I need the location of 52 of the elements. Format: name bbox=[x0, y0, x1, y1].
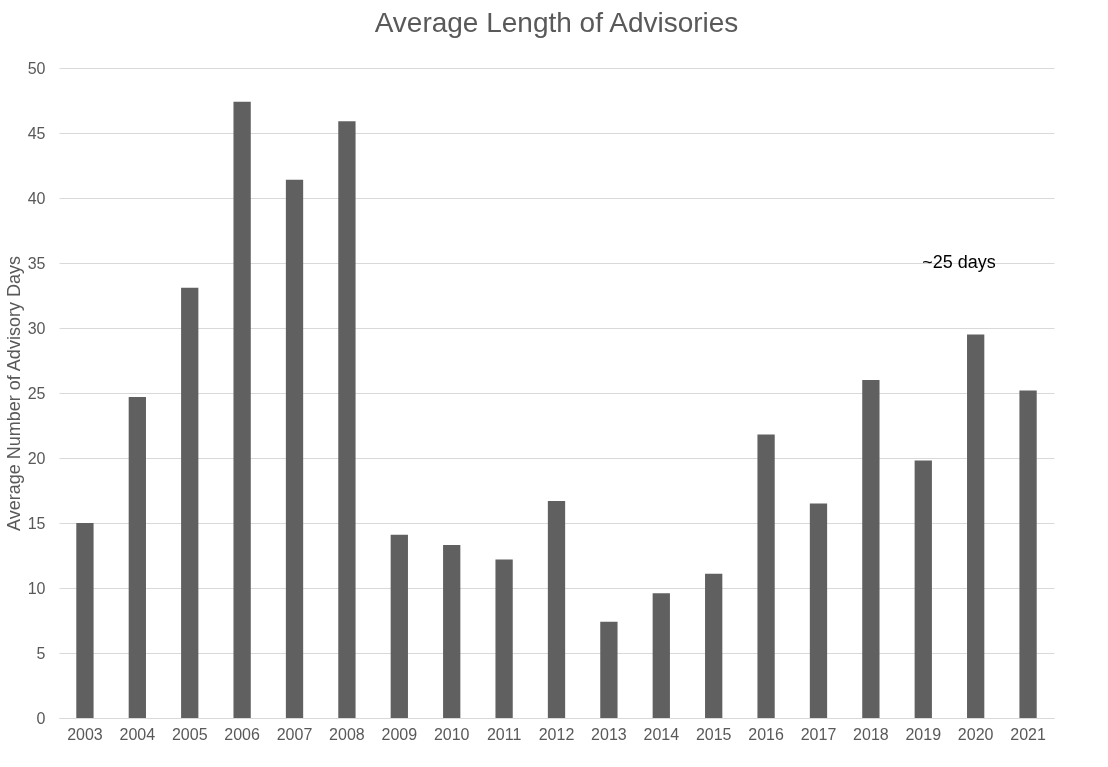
x-tick-label: 2017 bbox=[800, 725, 837, 743]
x-tick-label: 2010 bbox=[433, 725, 470, 743]
y-tick-label: 50 bbox=[27, 59, 46, 77]
x-tick-label: 2018 bbox=[853, 725, 889, 743]
bar bbox=[967, 334, 985, 718]
y-tick-label: 30 bbox=[27, 319, 46, 337]
y-tick-label: 45 bbox=[27, 124, 46, 142]
x-tick-label: 2020 bbox=[957, 725, 994, 743]
y-tick-label: 40 bbox=[27, 189, 46, 207]
bar bbox=[809, 503, 828, 718]
bar bbox=[757, 434, 775, 718]
y-tick-label: 35 bbox=[27, 254, 46, 272]
x-tick-label: 2021 bbox=[1010, 725, 1046, 743]
y-tick-label: 20 bbox=[27, 449, 46, 467]
x-tick-label: 2014 bbox=[643, 725, 680, 743]
bar bbox=[181, 287, 199, 718]
y-tick-label: 15 bbox=[27, 514, 46, 532]
bar bbox=[76, 523, 94, 718]
x-tick-label: 2016 bbox=[748, 725, 784, 743]
bar bbox=[495, 559, 513, 718]
x-tick-label: 2007 bbox=[276, 725, 313, 743]
x-tick-label: 2005 bbox=[171, 725, 208, 743]
x-tick-label: 2004 bbox=[119, 725, 156, 743]
x-tick-label: 2009 bbox=[381, 725, 418, 743]
bar bbox=[285, 179, 304, 718]
bar bbox=[600, 621, 618, 718]
x-tick-label: 2006 bbox=[224, 725, 261, 743]
bar bbox=[128, 396, 146, 718]
x-tick-label: 2013 bbox=[591, 725, 627, 743]
y-tick-label: 0 bbox=[36, 709, 46, 727]
bar bbox=[914, 460, 932, 718]
chart-title: Average Length of Advisories bbox=[374, 7, 739, 38]
bar bbox=[390, 534, 408, 718]
y-tick-label: 10 bbox=[27, 579, 46, 597]
x-tick-label: 2011 bbox=[486, 725, 522, 743]
bar bbox=[862, 380, 880, 718]
bar bbox=[1019, 390, 1037, 718]
bar bbox=[547, 500, 566, 718]
bar bbox=[233, 101, 251, 718]
annotation: ~25 days bbox=[922, 252, 996, 272]
x-tick-label: 2008 bbox=[329, 725, 365, 743]
x-tick-label: 2019 bbox=[905, 725, 942, 743]
x-tick-label: 2003 bbox=[67, 725, 103, 743]
x-tick-label: 2012 bbox=[538, 725, 575, 743]
bar bbox=[705, 573, 723, 718]
y-tick-label: 5 bbox=[36, 644, 46, 662]
y-tick-label: 25 bbox=[27, 384, 46, 402]
y-axis-title: Average Number of Advisory Days bbox=[3, 256, 24, 531]
x-tick-label: 2015 bbox=[695, 725, 732, 743]
bar bbox=[338, 121, 356, 718]
bar bbox=[443, 545, 461, 718]
bar bbox=[652, 593, 670, 718]
